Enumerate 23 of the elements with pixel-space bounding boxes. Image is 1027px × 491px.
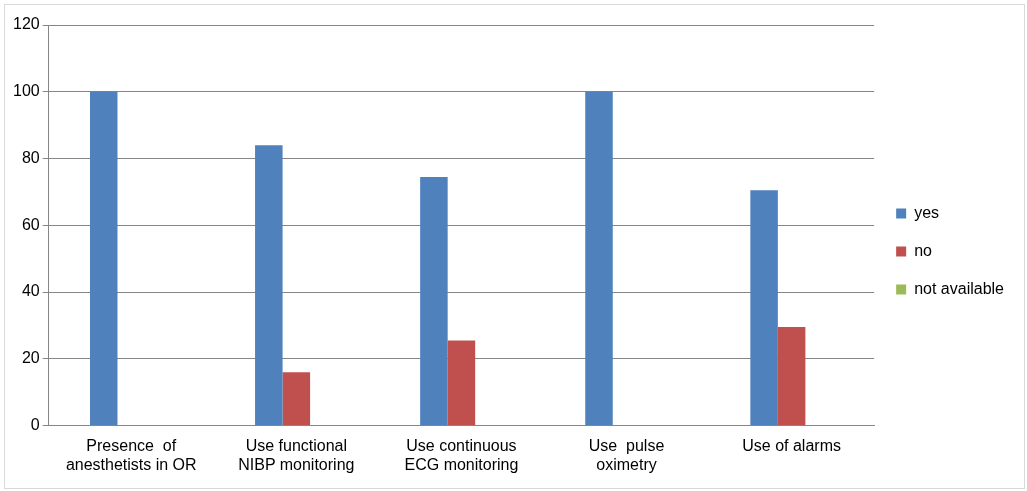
- y-tick-label: 80: [21, 148, 40, 166]
- x-tick-label: Use continuous ECG monitoring: [404, 436, 519, 473]
- legend-label: no: [914, 241, 933, 259]
- x-tick-label: Use of alarms: [742, 436, 841, 454]
- y-tick-label: 100: [12, 82, 40, 100]
- bar: [447, 340, 476, 426]
- bar: [282, 372, 311, 426]
- bar: [89, 91, 118, 426]
- y-tick-label: 0: [30, 416, 40, 434]
- bar: [585, 91, 613, 426]
- bar: [750, 190, 778, 426]
- y-tick-label: 20: [21, 349, 40, 367]
- y-tick-label: 40: [21, 282, 40, 300]
- x-tick-label: Use pulse oximetry: [588, 436, 665, 473]
- legend-label: yes: [914, 203, 940, 221]
- x-tick-label: Presence of anesthetists in OR: [65, 436, 197, 473]
- y-tick-label: 60: [21, 215, 40, 233]
- bar: [420, 176, 448, 426]
- bar: [255, 145, 283, 426]
- bar: [777, 327, 806, 426]
- x-tick-label: Use functional NIBP monitoring: [238, 436, 355, 473]
- y-tick-label: 120: [12, 15, 40, 33]
- legend-label: not available: [914, 279, 1005, 297]
